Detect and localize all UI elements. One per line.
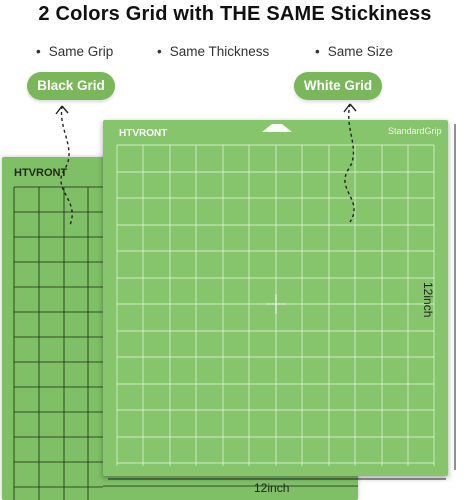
width-dimension-label: 12inch: [254, 481, 290, 495]
feature-list: Same Grip Same Thickness Same Size: [0, 44, 470, 62]
black-mat-brand: HTVRONT: [14, 167, 68, 179]
feature-same-grip: Same Grip: [36, 44, 114, 59]
white-grid-pill: White Grid: [294, 72, 382, 100]
black-grid-pill: Black Grid: [27, 72, 115, 100]
feature-same-thickness: Same Thickness: [157, 44, 270, 59]
white-mat-brand: HTVRONT: [119, 128, 168, 139]
standard-grip-label: StandardGrip: [388, 126, 442, 136]
feature-same-size: Same Size: [315, 44, 393, 59]
page-title: 2 Colors Grid with THE SAME Stickiness: [38, 3, 432, 25]
height-dimension-label: 12inch: [421, 282, 435, 318]
